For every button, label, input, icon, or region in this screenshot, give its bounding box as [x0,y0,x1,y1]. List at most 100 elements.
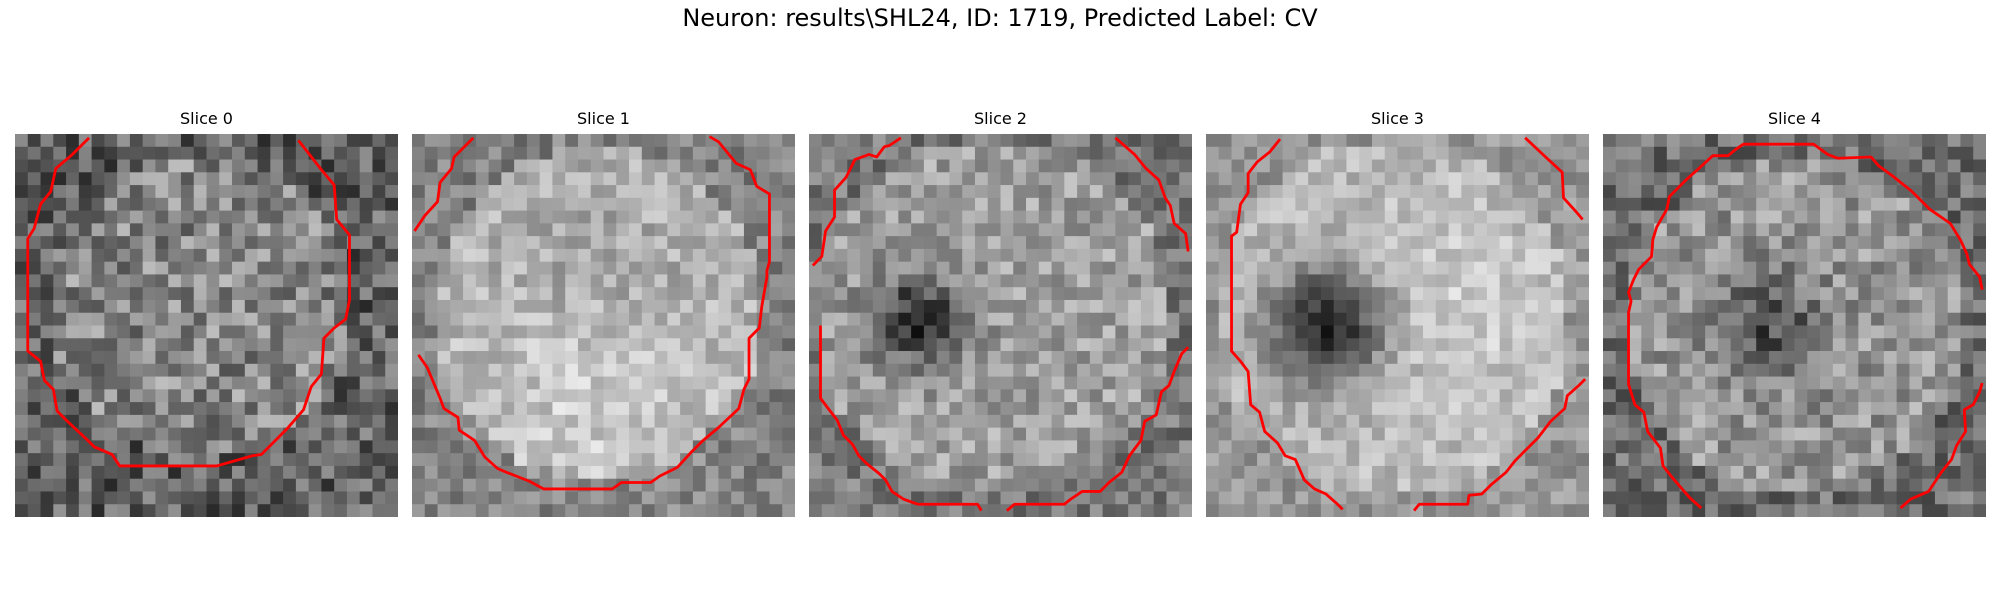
pixel [1666,172,1680,186]
pixel [885,236,899,250]
pixel [321,248,335,263]
pixel [1781,363,1795,377]
pixel [692,504,707,517]
pixel [743,440,758,454]
pixel [257,134,271,148]
pixel [1768,427,1783,441]
pixel [667,299,681,314]
pixel [1537,248,1552,263]
pixel [1550,491,1564,505]
pixel [641,299,655,314]
pixel [1000,338,1014,352]
pixel [334,248,348,263]
pixel [66,236,80,250]
pixel [155,453,169,467]
pixel [590,299,604,314]
pixel [257,478,271,492]
pixel [1333,325,1347,339]
pixel [654,325,668,339]
pixel [15,236,29,250]
pixel [616,376,630,390]
pixel [1666,287,1680,301]
pixel [1435,402,1449,416]
pixel [334,185,348,199]
pixel [1269,351,1283,365]
pixel [129,465,144,480]
pixel [463,287,477,301]
segmentation-contour [819,325,983,512]
pixel [1269,261,1283,275]
pixel [1947,197,1961,211]
pixel [987,236,1001,250]
pixel [1666,491,1680,505]
pixel [1474,210,1488,224]
pixel [936,159,950,173]
pixel [129,402,144,416]
pixel [1717,491,1732,505]
pixel [1397,351,1411,365]
pixel [308,453,322,467]
pixel [359,504,373,517]
pixel [295,504,310,517]
pixel [1820,363,1834,377]
pixel [1013,363,1027,377]
pixel [782,478,795,492]
pixel [155,338,169,352]
pixel [552,402,566,416]
pixel [1371,210,1386,224]
pixel [680,146,694,160]
pixel [1576,223,1589,237]
pixel [117,491,131,505]
pixel [1384,197,1398,211]
pixel [1423,236,1437,250]
pixel [629,210,643,224]
pixel [756,134,770,148]
pixel [463,504,477,517]
pixel [1756,223,1770,237]
pixel [1308,325,1322,339]
pixel [1666,504,1680,517]
pixel [949,261,963,275]
pixel [692,274,707,288]
pixel [66,185,80,199]
pixel [1692,210,1706,224]
pixel [949,223,963,237]
pixel [1499,197,1513,211]
pixel [923,299,938,314]
pixel [692,261,707,275]
pixel [1768,185,1783,199]
pixel [1934,414,1949,429]
pixel [78,274,92,288]
pixel [450,223,464,237]
pixel [514,287,528,301]
pixel [142,325,156,339]
pixel [731,185,745,199]
pixel [1603,210,1617,224]
pixel [334,504,348,517]
pixel [1051,351,1065,365]
pixel [1768,389,1783,403]
pixel [372,389,386,403]
pixel [1166,491,1180,505]
pixel [1333,146,1347,160]
pixel [1346,134,1360,148]
pixel [104,287,118,301]
pixel [603,146,617,160]
pixel [1346,427,1360,441]
pixel [1666,274,1680,288]
pixel [501,197,515,211]
pixel [142,223,156,237]
pixel [1089,351,1104,365]
pixel [450,325,464,339]
pixel [1807,274,1821,288]
pixel [40,274,54,288]
pixel [1692,363,1706,377]
pixel [1512,312,1526,326]
pixel [1845,261,1859,275]
pixel [616,453,630,467]
pixel [155,172,169,186]
pixel [232,338,246,352]
pixel [1717,274,1732,288]
pixel [1717,236,1732,250]
pixel [1282,274,1296,288]
